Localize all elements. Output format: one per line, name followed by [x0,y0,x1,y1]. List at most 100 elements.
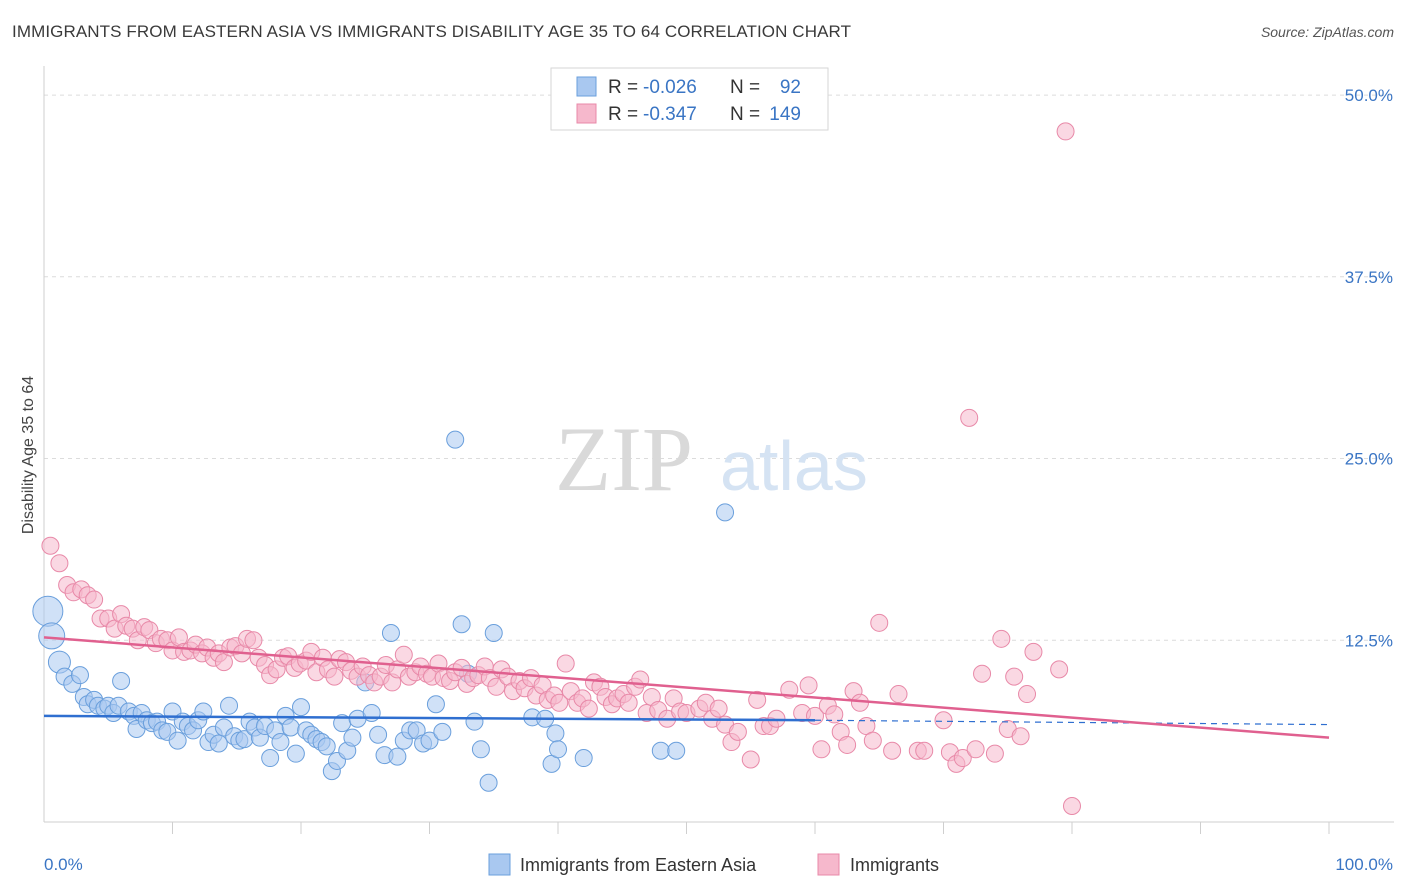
x-tick-labels: 0.0% 100.0% [44,855,1393,874]
point-eastern-asia [381,624,400,642]
point-eastern-asia [32,595,64,627]
x-axis-ticks [172,822,1330,834]
correlation-legend: R = -0.026 N = 92 R = -0.347 N = 149 [550,67,829,131]
point-immigrants [1056,122,1075,141]
point-immigrants [973,664,992,683]
point-eastern-asia [465,712,484,731]
chart-source: Source: ZipAtlas.com [1260,24,1394,40]
watermark: ZIP atlas [555,408,868,510]
y-tick-label-2: 37.5% [1345,268,1393,287]
point-immigrants [50,554,69,573]
gridlines [44,94,1394,641]
point-immigrants [960,408,979,427]
point-immigrants [863,731,882,750]
legend-r-label-pink: R = [608,104,638,125]
trend-line-immigrants [43,636,1330,739]
bottom-legend-swatch-pink [817,853,840,876]
point-eastern-asia [261,749,280,768]
legend-n-value-blue: 92 [780,77,801,98]
point-immigrants [579,699,598,718]
point-immigrants [728,722,747,741]
point-immigrants [780,680,799,699]
point-immigrants [748,690,767,709]
point-immigrants [709,699,728,718]
x-tick-label-1: 100.0% [1335,855,1393,874]
point-eastern-asia [271,733,290,752]
point-immigrants [1011,727,1030,746]
legend-swatch-blue [576,76,597,97]
point-eastern-asia [209,734,228,753]
y-tick-labels: 12.5% 25.0% 37.5% 50.0% [1345,86,1393,650]
point-eastern-asia [574,749,593,768]
point-eastern-asia [651,741,670,760]
legend-n-label-blue: N = [730,77,760,98]
point-immigrants [741,750,760,769]
watermark-zip: ZIP [555,408,693,510]
point-immigrants [452,658,471,677]
legend-r-value-pink: -0.347 [643,104,697,125]
point-eastern-asia [168,731,187,750]
point-eastern-asia [70,666,89,685]
bottom-legend-label-pink: Immigrants [850,855,939,875]
point-eastern-asia [452,615,471,634]
point-immigrants [325,667,344,686]
point-immigrants [838,735,857,754]
legend-r-value-blue: -0.026 [643,77,697,98]
point-eastern-asia [484,624,503,642]
point-eastern-asia [420,731,439,750]
point-eastern-asia [112,671,131,690]
series-immigrants-points [41,122,1081,816]
trend-line-eastern-asia-extension [814,719,1330,726]
point-immigrants [244,631,263,650]
point-eastern-asia [479,773,498,792]
trend-lines [43,636,1330,739]
point-eastern-asia [716,503,735,522]
point-immigrants [550,693,569,712]
point-eastern-asia [369,725,388,744]
point-eastern-asia [38,622,66,650]
y-axis-label: Disability Age 35 to 64 [20,376,37,534]
point-immigrants [1024,642,1043,661]
point-immigrants [992,629,1011,648]
watermark-atlas: atlas [720,427,868,505]
chart-title: IMMIGRANTS FROM EASTERN ASIA VS IMMIGRAN… [12,22,852,41]
trend-line-eastern-asia [43,714,816,722]
point-immigrants [953,749,972,768]
point-eastern-asia [667,741,686,760]
y-tick-label-1: 25.0% [1345,450,1393,469]
point-immigrants [1063,797,1081,816]
point-immigrants [799,676,818,695]
point-immigrants [812,740,831,759]
point-immigrants [41,536,60,555]
point-eastern-asia [549,740,567,759]
point-eastern-asia [471,740,490,759]
point-immigrants [883,741,902,760]
point-immigrants [825,705,844,724]
point-immigrants [870,613,889,632]
point-immigrants [487,677,506,696]
point-immigrants [889,685,908,704]
point-eastern-asia [317,737,336,756]
legend-r-label-blue: R = [608,77,638,98]
point-eastern-asia [292,698,310,717]
y-tick-label-3: 50.0% [1345,86,1393,105]
point-eastern-asia [343,728,362,747]
point-immigrants [556,654,575,673]
point-eastern-asia [546,724,565,743]
series-legend: Immigrants from Eastern Asia Immigrants [488,853,939,876]
point-immigrants [850,693,869,712]
x-tick-label-0: 0.0% [44,855,83,874]
legend-n-value-pink: 149 [769,104,801,125]
axes [43,66,1394,823]
point-eastern-asia [220,696,239,715]
point-immigrants [394,645,413,664]
point-eastern-asia [281,718,300,737]
point-immigrants [619,693,638,712]
point-immigrants [85,590,104,609]
point-immigrants [934,711,953,730]
legend-n-label-pink: N = [730,104,760,125]
bottom-legend-label-blue: Immigrants from Eastern Asia [520,855,757,875]
point-immigrants [1018,685,1037,704]
point-eastern-asia [433,722,452,741]
